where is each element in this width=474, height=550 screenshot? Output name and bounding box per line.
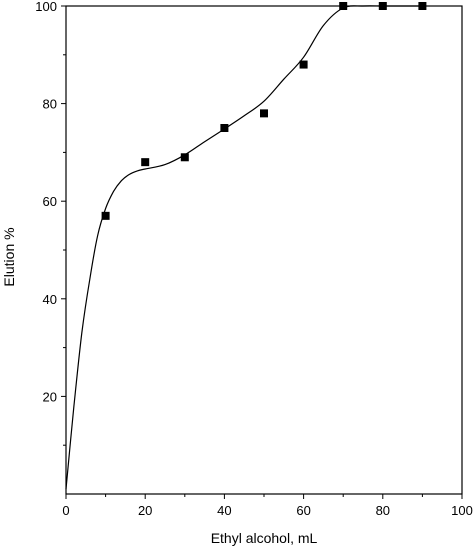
x-tick-label: 100 [451,503,473,518]
x-tick-label: 40 [217,503,231,518]
y-tick-label: 40 [43,292,57,307]
plot-frame [65,5,463,495]
data-point [180,153,189,162]
data-point [339,2,348,10]
x-tick-label: 20 [138,503,152,518]
x-tick-label: 60 [296,503,310,518]
data-point [101,211,110,220]
y-tick-label: 80 [43,97,57,112]
y-tick-label: 20 [43,389,57,404]
data-point [141,158,150,167]
y-tick-label: 60 [43,194,57,209]
x-tick-label: 80 [376,503,390,518]
y-tick-label: 100 [35,0,57,14]
fit-curve [65,5,423,490]
data-point [260,109,268,118]
data-point [378,2,387,10]
x-tick-label: 0 [62,503,69,518]
data-point [418,2,427,10]
y-axis-title: Elution % [1,227,17,286]
x-axis-title: Ethyl alcohol, mL [211,530,318,546]
data-point [220,124,229,132]
data-point [299,60,308,69]
